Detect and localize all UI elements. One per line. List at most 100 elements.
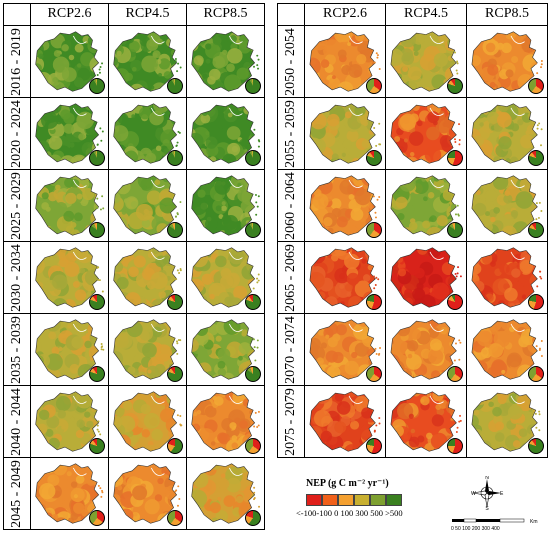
period-label: 2050 - 2054 (278, 26, 305, 98)
pie-chart (447, 438, 463, 454)
pie-chart (167, 78, 183, 94)
province-map (390, 103, 461, 164)
legend-title: NEP (g C m⁻² yr⁻¹) (306, 478, 389, 489)
legend-labels: <-100-100 0 100 300 500 >500 (296, 508, 403, 518)
province-map (309, 247, 380, 308)
map-cell (31, 458, 109, 530)
province-map (35, 103, 104, 164)
province-map (113, 391, 183, 452)
map-cell (386, 314, 467, 386)
compass-n: N (485, 476, 489, 481)
period-text: 2030 - 2034 (9, 243, 24, 312)
map-cell (187, 170, 265, 242)
period-label: 2065 - 2069 (278, 242, 305, 314)
scenario-header: RCP8.5 (187, 4, 265, 26)
pie-chart (89, 78, 105, 94)
map-cell (187, 458, 265, 530)
scale-ticks: 0 50 100 200 300 400 (451, 526, 500, 532)
period-text: 2060 - 2064 (283, 171, 298, 240)
map-cell (305, 26, 386, 98)
period-text: 2050 - 2054 (283, 27, 298, 96)
province-map (309, 103, 382, 164)
corner-cell (278, 4, 305, 26)
province-map (309, 175, 381, 236)
pie-chart (167, 366, 183, 382)
period-text: 2040 - 2044 (9, 387, 24, 456)
map-cell (305, 314, 386, 386)
legend-swatch (306, 494, 322, 506)
map-cell (109, 386, 187, 458)
legend-swatch (354, 494, 370, 506)
right-panel: RCP2.6 RCP4.5 RCP8.5 2050 - 2054 2055 - 205… (277, 3, 548, 458)
province-map (390, 31, 459, 92)
period-label: 2045 - 2049 (4, 458, 31, 530)
pie-chart (89, 510, 105, 526)
map-cell (386, 26, 467, 98)
pie-chart (245, 150, 261, 166)
pie-chart (167, 438, 183, 454)
map-cell (467, 386, 548, 458)
map-cell (109, 98, 187, 170)
pie-chart (167, 294, 183, 310)
map-cell (467, 314, 548, 386)
map-cell (187, 26, 265, 98)
period-text: 2016 - 2019 (9, 27, 24, 96)
pie-chart (366, 222, 382, 238)
province-map (471, 103, 543, 164)
pie-chart (447, 222, 463, 238)
map-cell (31, 242, 109, 314)
pie-chart (528, 294, 544, 310)
map-cell (31, 98, 109, 170)
period-label: 2016 - 2019 (4, 26, 31, 98)
province-map (35, 31, 104, 92)
legend-swatch (386, 494, 402, 506)
province-map (113, 31, 182, 92)
compass-rose-icon: N S W E (471, 476, 504, 510)
province-map (113, 319, 182, 380)
period-label: 2030 - 2034 (4, 242, 31, 314)
province-map (309, 391, 381, 452)
province-map (191, 247, 260, 308)
map-cell (31, 314, 109, 386)
map-cell (187, 242, 265, 314)
province-map (35, 247, 104, 308)
period-label: 2040 - 2044 (4, 386, 31, 458)
pie-chart (528, 78, 544, 94)
scenario-header: RCP2.6 (31, 4, 109, 26)
map-cell (467, 26, 548, 98)
map-cell (467, 170, 548, 242)
province-map (191, 103, 261, 164)
legend-swatch (370, 494, 386, 506)
pie-chart (245, 294, 261, 310)
pie-chart (528, 150, 544, 166)
legend-swatch (338, 494, 354, 506)
period-label: 2060 - 2064 (278, 170, 305, 242)
period-text: 2020 - 2024 (9, 99, 24, 168)
period-label: 2070 - 2074 (278, 314, 305, 386)
pie-chart (528, 438, 544, 454)
map-cell (187, 386, 265, 458)
scenario-header: RCP2.6 (305, 4, 386, 26)
province-map (390, 247, 462, 308)
legend-swatch (322, 494, 338, 506)
scenario-header: RCP8.5 (467, 4, 548, 26)
map-cell (305, 242, 386, 314)
map-cell (187, 98, 265, 170)
province-map (191, 31, 260, 92)
pie-chart (447, 294, 463, 310)
left-panel: RCP2.6 RCP4.5 RCP8.5 2016 - 2019 2020 - 202… (3, 3, 265, 530)
pie-chart (366, 294, 382, 310)
pie-chart (167, 150, 183, 166)
map-cell (109, 242, 187, 314)
map-cell (109, 170, 187, 242)
compass-w: W (471, 491, 476, 497)
period-label: 2025 - 2029 (4, 170, 31, 242)
pie-chart (366, 78, 382, 94)
pie-chart (447, 366, 463, 382)
scale-unit: Km (530, 519, 538, 525)
pie-chart (245, 438, 261, 454)
scenario-header: RCP4.5 (109, 4, 187, 26)
province-map (191, 319, 259, 380)
province-map (471, 319, 543, 380)
pie-chart (245, 510, 261, 526)
